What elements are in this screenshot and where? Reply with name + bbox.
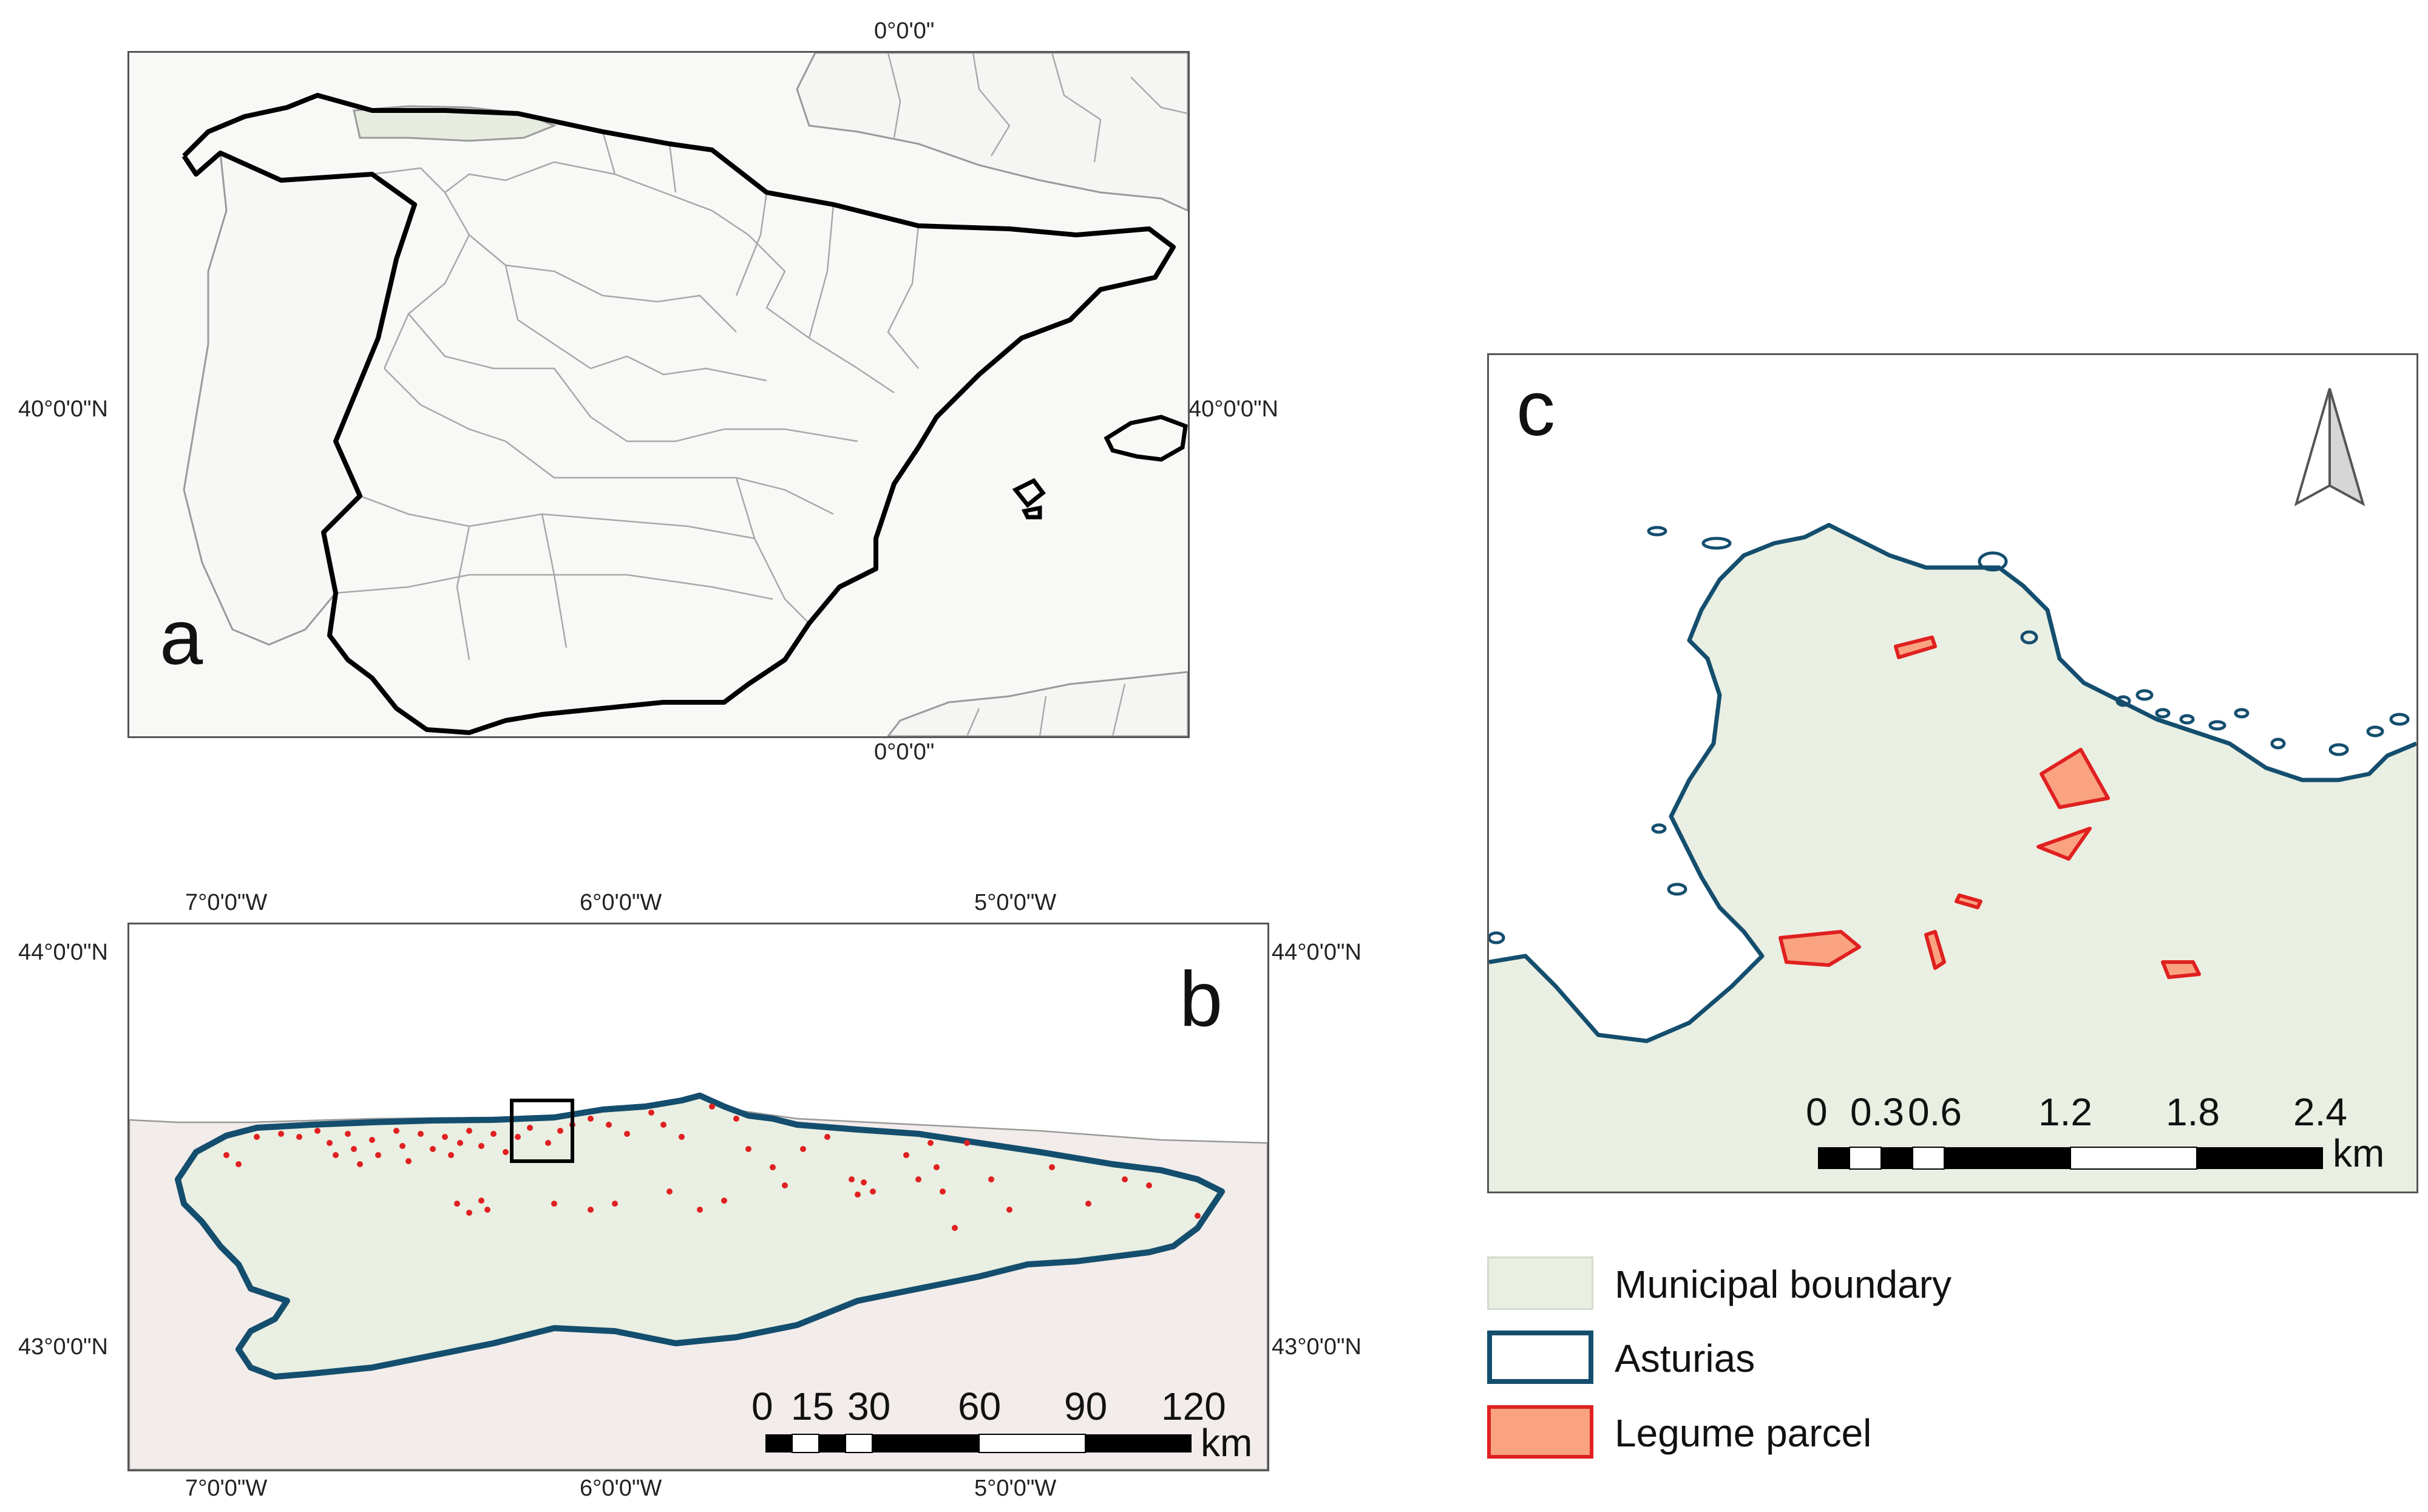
legend-swatch-municipal bbox=[1487, 1256, 1593, 1310]
panel-b-letter: b bbox=[1179, 956, 1223, 1043]
panel-b-scale-tick-30: 30 bbox=[847, 1385, 891, 1428]
panel-b-scale-unit: km bbox=[1201, 1421, 1253, 1465]
panel-a-letter: a bbox=[160, 594, 203, 681]
panel-b-top-longitude-label-1: 7°0'0"W bbox=[185, 890, 268, 915]
panel-b-bottom-longitude-label-2: 6°0'0"W bbox=[580, 1476, 662, 1501]
legend-label-municipal: Municipal boundary bbox=[1615, 1263, 1952, 1306]
africa-region-borders bbox=[966, 683, 1126, 736]
panel-c-scale-tick-0-3: 0.3 bbox=[1850, 1090, 1904, 1134]
panel-b-left-latitude-label-2: 43°0'0"N bbox=[18, 1334, 108, 1360]
legume-parcel-2 bbox=[2040, 748, 2110, 809]
detail-coastline bbox=[1489, 523, 2416, 1043]
legume-parcel-7 bbox=[2161, 960, 2201, 979]
inset-extent-box bbox=[510, 1099, 574, 1163]
panel-b-top-longitude-label-3: 5°0'0"W bbox=[974, 890, 1057, 915]
panel-b-right-latitude-label-1: 44°0'0"N bbox=[1272, 940, 1362, 965]
panel-c-scale-bar bbox=[1818, 1147, 2323, 1170]
europe-region-borders bbox=[887, 53, 1188, 163]
france-landmass bbox=[796, 53, 1188, 212]
panel-b-scale-bar bbox=[765, 1434, 1192, 1453]
panel-b-scale-tick-0: 0 bbox=[751, 1385, 773, 1428]
ibiza-island bbox=[1012, 478, 1046, 520]
detail-map-graphic bbox=[1489, 388, 2416, 1192]
panel-b-scale-tick-120: 120 bbox=[1161, 1385, 1226, 1428]
spain-landmass bbox=[184, 95, 1173, 733]
mallorca-island bbox=[1104, 415, 1188, 462]
legume-parcel-3 bbox=[2036, 827, 2092, 861]
panel-b-bottom-longitude-label-1: 7°0'0"W bbox=[185, 1476, 268, 1501]
legend-swatch-legume bbox=[1487, 1405, 1593, 1459]
panel-c-letter: c bbox=[1516, 365, 1555, 452]
iberia-map-graphic bbox=[181, 53, 1188, 736]
north-arrow-icon bbox=[2294, 388, 2365, 507]
legume-parcel-1 bbox=[1894, 636, 1937, 659]
panel-a-right-latitude-label: 40°0'0"N bbox=[1189, 396, 1278, 422]
spain-national-border bbox=[181, 93, 1176, 735]
coastal-islets bbox=[1489, 526, 2410, 944]
legend-label-asturias: Asturias bbox=[1615, 1337, 1755, 1380]
panel-b-asturias-map: b 0 15 30 60 90 120 km bbox=[127, 923, 1269, 1471]
panel-a-top-longitude-label: 0°0'0" bbox=[874, 18, 935, 44]
panel-c-scale-tick-0: 0 bbox=[1806, 1090, 1828, 1134]
panel-a-bottom-longitude-label: 0°0'0" bbox=[874, 739, 935, 765]
legend-label-legume: Legume parcel bbox=[1615, 1411, 1872, 1455]
panel-b-scale-tick-90: 90 bbox=[1064, 1385, 1108, 1428]
legend-swatch-asturias bbox=[1487, 1331, 1593, 1384]
panel-a-iberia-map: a bbox=[127, 51, 1190, 738]
asturias-map-graphic bbox=[129, 1093, 1267, 1470]
panel-a-left-latitude-label: 40°0'0"N bbox=[18, 396, 108, 422]
panel-b-right-latitude-label-2: 43°0'0"N bbox=[1272, 1334, 1362, 1360]
panel-b-left-latitude-label-1: 44°0'0"N bbox=[18, 940, 108, 965]
panel-c-scale-unit: km bbox=[2333, 1131, 2385, 1175]
panel-c-scale-tick-1-8: 1.8 bbox=[2166, 1090, 2220, 1134]
panel-b-bottom-longitude-label-3: 5°0'0"W bbox=[974, 1476, 1057, 1501]
spain-region-borders bbox=[335, 131, 920, 660]
panel-c-scale-tick-2-4: 2.4 bbox=[2293, 1090, 2347, 1134]
panel-c-scale-tick-1-2: 1.2 bbox=[2038, 1090, 2092, 1134]
panel-b-scale-tick-60: 60 bbox=[958, 1385, 1002, 1428]
panel-c-scale-tick-0-6: 0.6 bbox=[1908, 1090, 1962, 1134]
legume-parcel-4 bbox=[1955, 893, 1982, 909]
north-africa-landmass bbox=[887, 671, 1188, 736]
legume-parcel-points bbox=[223, 1103, 1201, 1231]
legume-parcel-5 bbox=[1779, 930, 1861, 967]
panel-c-detail-map: c 0 0.3 0.6 1.2 1.8 2.4 km bbox=[1487, 353, 2418, 1193]
detail-land bbox=[1489, 525, 2416, 1192]
panel-b-top-longitude-label-2: 6°0'0"W bbox=[580, 890, 662, 915]
legume-parcel-6 bbox=[1924, 930, 1946, 970]
panel-b-scale-tick-15: 15 bbox=[791, 1385, 835, 1428]
legume-parcels bbox=[1779, 636, 2201, 979]
